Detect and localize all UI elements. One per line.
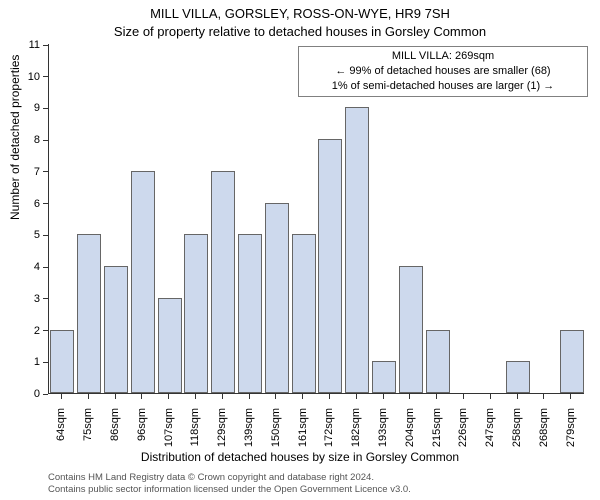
bar [372, 361, 396, 393]
ytick-label: 8 [0, 134, 40, 146]
x-axis-label: Distribution of detached houses by size … [0, 450, 600, 464]
bar [50, 330, 74, 393]
legend-line-1: MILL VILLA: 269sqm [305, 49, 581, 64]
footer-line-2: Contains public sector information licen… [48, 484, 411, 496]
xtick-mark [115, 394, 116, 399]
bar [399, 266, 423, 393]
bar [265, 203, 289, 393]
bar [77, 234, 101, 393]
chart-container: MILL VILLA, GORSLEY, ROSS-ON-WYE, HR9 7S… [0, 0, 600, 500]
ytick-label: 3 [0, 293, 40, 305]
xtick-mark [275, 394, 276, 399]
bar [104, 266, 128, 393]
xtick-mark [302, 394, 303, 399]
bar [426, 330, 450, 393]
chart-title-line2: Size of property relative to detached ho… [0, 24, 600, 39]
bar [238, 234, 262, 393]
ytick-label: 6 [0, 198, 40, 210]
ytick-label: 1 [0, 356, 40, 368]
xtick-mark [195, 394, 196, 399]
xtick-mark [88, 394, 89, 399]
ytick-mark [43, 108, 48, 109]
bar [292, 234, 316, 393]
ytick-mark [43, 298, 48, 299]
xtick-mark [356, 394, 357, 399]
ytick-mark [43, 394, 48, 395]
footer-line-1: Contains HM Land Registry data © Crown c… [48, 472, 411, 484]
bar [560, 330, 584, 393]
ytick-mark [43, 330, 48, 331]
ytick-label: 2 [0, 325, 40, 337]
ytick-label: 5 [0, 229, 40, 241]
ytick-mark [43, 76, 48, 77]
legend-box: MILL VILLA: 269sqm ← 99% of detached hou… [298, 46, 588, 97]
footer-attribution: Contains HM Land Registry data © Crown c… [48, 472, 411, 496]
xtick-mark [543, 394, 544, 399]
xtick-mark [570, 394, 571, 399]
xtick-mark [436, 394, 437, 399]
bar [211, 171, 235, 393]
xtick-mark [329, 394, 330, 399]
bar [184, 234, 208, 393]
xtick-mark [463, 394, 464, 399]
xtick-mark [490, 394, 491, 399]
xtick-mark [168, 394, 169, 399]
bar [506, 361, 530, 393]
ytick-label: 11 [0, 39, 40, 51]
legend-line-3: 1% of semi-detached houses are larger (1… [305, 79, 581, 94]
xtick-mark [222, 394, 223, 399]
ytick-mark [43, 171, 48, 172]
ytick-mark [43, 45, 48, 46]
bar [131, 171, 155, 393]
bar [158, 298, 182, 393]
xtick-mark [409, 394, 410, 399]
ytick-mark [43, 235, 48, 236]
ytick-label: 7 [0, 166, 40, 178]
chart-title-line1: MILL VILLA, GORSLEY, ROSS-ON-WYE, HR9 7S… [0, 6, 600, 21]
xtick-mark [61, 394, 62, 399]
xtick-mark [517, 394, 518, 399]
bar [318, 139, 342, 393]
ytick-label: 10 [0, 71, 40, 83]
ytick-label: 0 [0, 388, 40, 400]
ytick-mark [43, 267, 48, 268]
ytick-label: 4 [0, 261, 40, 273]
ytick-mark [43, 140, 48, 141]
xtick-mark [383, 394, 384, 399]
legend-line-2: ← 99% of detached houses are smaller (68… [305, 64, 581, 79]
xtick-mark [249, 394, 250, 399]
ytick-label: 9 [0, 102, 40, 114]
xtick-mark [141, 394, 142, 399]
bar [345, 107, 369, 393]
ytick-mark [43, 362, 48, 363]
ytick-mark [43, 203, 48, 204]
